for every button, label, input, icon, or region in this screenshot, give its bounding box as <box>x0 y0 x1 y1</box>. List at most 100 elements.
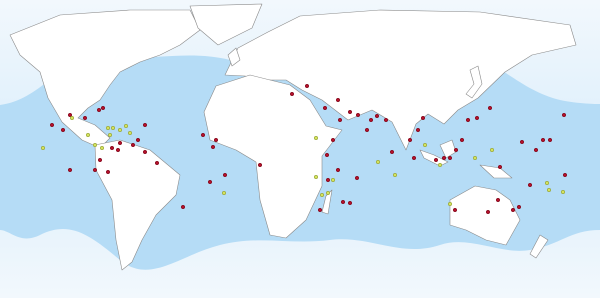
green-dot <box>92 142 98 148</box>
red-dot <box>96 107 102 113</box>
red-dot <box>117 140 123 146</box>
green-dot <box>107 132 113 138</box>
new-guinea <box>479 164 513 179</box>
red-dot <box>154 160 160 166</box>
green-dot <box>117 127 123 133</box>
red-dot <box>60 127 66 133</box>
red-dot <box>447 155 453 161</box>
red-dot <box>389 149 395 155</box>
red-dot <box>324 152 330 158</box>
red-dot <box>510 207 516 213</box>
green-dot <box>313 135 319 141</box>
green-dot <box>325 190 331 196</box>
red-dot <box>340 199 346 205</box>
greenland <box>189 3 263 46</box>
red-dot <box>527 182 533 188</box>
red-dot <box>109 145 115 151</box>
red-dot <box>407 137 413 143</box>
red-dot <box>115 147 121 153</box>
japan <box>465 65 483 99</box>
green-dot <box>447 201 453 207</box>
red-dot <box>330 137 336 143</box>
red-dot <box>304 83 310 89</box>
red-dot <box>97 157 103 163</box>
red-dot <box>415 127 421 133</box>
red-dot <box>49 122 55 128</box>
australia <box>449 185 521 246</box>
green-dot <box>472 155 478 161</box>
red-dot <box>180 204 186 210</box>
green-dot <box>105 125 111 131</box>
land <box>9 3 577 271</box>
red-dot <box>497 164 503 170</box>
red-dot <box>142 149 148 155</box>
green-dot <box>546 187 552 193</box>
red-dot <box>561 112 567 118</box>
red-dot <box>213 137 219 143</box>
red-dot <box>452 207 458 213</box>
britain <box>227 47 241 67</box>
green-dot <box>127 130 133 136</box>
eurasia <box>224 9 577 151</box>
red-dot <box>92 167 98 173</box>
green-dot <box>110 125 116 131</box>
red-dot <box>325 177 331 183</box>
green-dot <box>489 147 495 153</box>
red-dot <box>533 147 539 153</box>
red-dot <box>383 117 389 123</box>
green-dot <box>85 132 91 138</box>
red-dot <box>142 122 148 128</box>
red-dot <box>519 139 525 145</box>
red-dot <box>459 137 465 143</box>
red-dot <box>337 117 343 123</box>
red-dot <box>317 207 323 213</box>
red-dot <box>289 91 295 97</box>
green-dot <box>544 180 550 186</box>
red-dot <box>82 115 88 121</box>
red-dot <box>347 109 353 115</box>
green-dot <box>437 162 443 168</box>
red-dot <box>487 105 493 111</box>
red-dot <box>516 204 522 210</box>
red-dot <box>355 112 361 118</box>
red-dot <box>465 117 471 123</box>
dots <box>40 83 568 215</box>
red-dot <box>540 137 546 143</box>
africa <box>203 74 343 239</box>
red-dot <box>335 97 341 103</box>
red-dot <box>411 155 417 161</box>
red-dot <box>485 209 491 215</box>
red-dot <box>347 200 353 206</box>
red-dot <box>364 127 370 133</box>
red-dot <box>433 157 439 163</box>
green-dot <box>392 172 398 178</box>
red-dot <box>547 137 553 143</box>
green-dot <box>40 145 46 151</box>
green-dot <box>69 115 75 121</box>
red-dot <box>67 112 73 118</box>
madagascar <box>321 189 333 215</box>
red-dot <box>453 147 459 153</box>
new-zealand <box>529 234 549 259</box>
red-dot <box>105 169 111 175</box>
red-dot <box>322 105 328 111</box>
green-dot <box>422 142 428 148</box>
green-dot <box>313 174 319 180</box>
red-dot <box>200 132 206 138</box>
red-dot <box>257 162 263 168</box>
red-dot <box>207 179 213 185</box>
green-dot <box>319 192 325 198</box>
green-dot <box>221 190 227 196</box>
green-dot <box>99 145 105 151</box>
indonesia <box>419 149 449 167</box>
red-dot <box>562 172 568 178</box>
red-dot <box>374 113 380 119</box>
red-dot <box>474 115 480 121</box>
red-dot <box>135 137 141 143</box>
south-america <box>94 139 181 271</box>
green-dot <box>330 177 336 183</box>
red-dot <box>441 155 447 161</box>
red-dot <box>67 167 73 173</box>
red-dot <box>130 142 136 148</box>
